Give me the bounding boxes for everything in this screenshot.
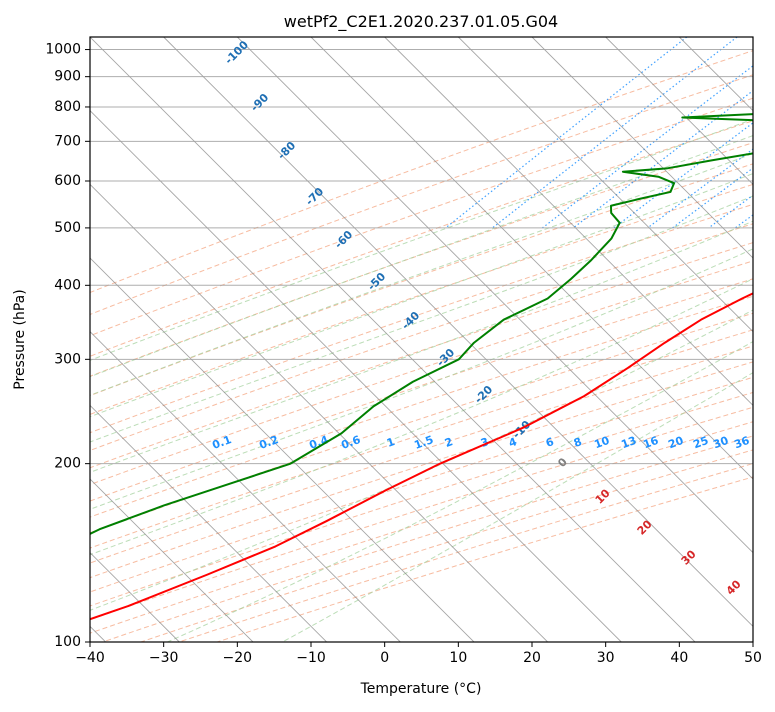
y-tick-label: 800 bbox=[54, 99, 81, 115]
mixing-ratio-line bbox=[542, 65, 753, 229]
y-tick-label: 700 bbox=[54, 133, 81, 149]
mixing-ratio-label: 30 bbox=[711, 434, 730, 452]
x-axis-label: Temperature (°C) bbox=[360, 681, 482, 697]
isotherm-line bbox=[310, 37, 753, 480]
x-tick-label: 30 bbox=[597, 650, 615, 666]
isotherm-line bbox=[163, 37, 753, 627]
mixing-ratio-label: 0.4 bbox=[307, 433, 330, 452]
moist-adiabat-line bbox=[167, 341, 753, 642]
mixing-ratio-label: 36 bbox=[732, 434, 751, 452]
x-tick-label: 0 bbox=[380, 650, 389, 666]
dry-adiabat-line bbox=[90, 295, 753, 518]
moist-adiabat-line bbox=[90, 248, 753, 510]
y-tick-label: 600 bbox=[54, 173, 81, 189]
x-tick-label: −20 bbox=[223, 650, 253, 666]
axes: −40 −30 −20 −10 0 10 20 30 40 5010020030040050060… bbox=[45, 42, 762, 666]
mixing-ratio-label: 20 bbox=[666, 434, 685, 452]
mixing-ratio-label: 0.2 bbox=[257, 433, 280, 452]
profile-series bbox=[90, 113, 753, 621]
mixing-ratio-label: 6 bbox=[544, 435, 556, 450]
mixing-ratio-label: 1.5 bbox=[412, 433, 435, 452]
mixing-ratio-label: 10 bbox=[592, 434, 611, 452]
isotherm-line bbox=[531, 37, 753, 259]
y-tick-label: 400 bbox=[54, 277, 81, 293]
isotherm-line bbox=[90, 110, 622, 642]
mixing-ratio-line bbox=[445, 37, 688, 229]
plot-frame bbox=[89, 36, 754, 643]
mixing-ratio-line bbox=[613, 122, 753, 229]
dry-adiabat-line bbox=[90, 183, 753, 415]
dry-adiabat-line bbox=[90, 312, 753, 534]
y-tick-label: 200 bbox=[54, 456, 81, 472]
isotherm-line bbox=[458, 37, 753, 333]
dewpoint-profile-line bbox=[90, 113, 753, 535]
background-guides bbox=[90, 37, 753, 642]
x-tick-label: 20 bbox=[523, 650, 541, 666]
dry-adiabat-line bbox=[90, 120, 753, 357]
x-tick-label: −30 bbox=[149, 650, 179, 666]
y-tick-label: 100 bbox=[54, 634, 81, 650]
y-tick-label: 1000 bbox=[45, 42, 81, 58]
temperature-profile-line bbox=[90, 292, 753, 621]
mixing-ratio-label: 2 bbox=[443, 435, 455, 450]
mixing-ratio-label: 25 bbox=[691, 434, 710, 451]
isotherm-line bbox=[384, 37, 753, 406]
chart-title: wetPf2_C2E1.2020.237.01.05.G04 bbox=[284, 12, 558, 32]
isotherm-line bbox=[90, 37, 696, 642]
isotherm-line bbox=[605, 37, 753, 185]
x-tick-label: 40 bbox=[670, 650, 688, 666]
mixing-ratio-label: 0.6 bbox=[339, 433, 362, 452]
x-tick-label: 10 bbox=[449, 650, 467, 666]
mixing-ratio-label: 13 bbox=[619, 434, 638, 451]
moist-adiabat-line bbox=[90, 173, 753, 418]
mixing-ratio-label: 0.1 bbox=[210, 433, 233, 452]
y-tick-label: 900 bbox=[54, 69, 81, 85]
x-tick-label: −10 bbox=[296, 650, 326, 666]
mixing-ratio-label: 1 bbox=[385, 435, 397, 450]
mixing-ratio-label: 3 bbox=[479, 435, 491, 450]
isotherm-line bbox=[90, 257, 475, 642]
mixing-ratio-label: 8 bbox=[572, 435, 584, 450]
moist-adiabat-line bbox=[90, 118, 753, 361]
isotherm-line bbox=[90, 183, 548, 642]
isotherm-line bbox=[90, 404, 327, 642]
dry-adiabat-line bbox=[90, 278, 753, 502]
mixing-ratio-label: 16 bbox=[641, 434, 660, 452]
isotherm-line bbox=[237, 37, 753, 554]
moist-adiabat-line bbox=[90, 220, 753, 473]
isotherm-line bbox=[90, 478, 254, 642]
y-tick-label: 300 bbox=[54, 351, 81, 367]
x-tick-label: 50 bbox=[744, 650, 762, 666]
mixing-ratio-line bbox=[492, 37, 739, 229]
x-tick-label: −40 bbox=[75, 650, 105, 666]
y-axis-label: Pressure (hPa) bbox=[12, 289, 28, 389]
dry-adiabat-line bbox=[90, 260, 753, 486]
isotherm-line bbox=[90, 331, 401, 642]
y-tick-label: 500 bbox=[54, 220, 81, 236]
dry-adiabat-line bbox=[90, 242, 753, 469]
mixing-ratio-label: 4 bbox=[507, 435, 519, 450]
